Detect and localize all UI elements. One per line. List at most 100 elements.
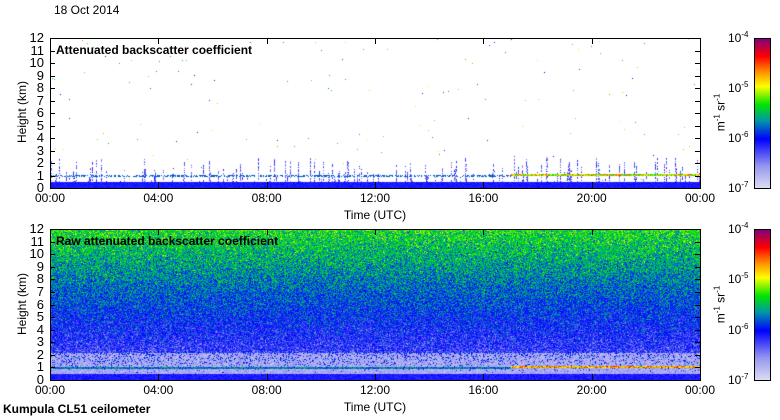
y-tick-mark [50,380,55,381]
x-tick-label: 00:00 [34,383,66,397]
x-tick-mark [50,374,51,380]
x-tick-label: 00:00 [684,383,716,397]
y-tick-mark [695,138,700,139]
x-tick-mark [266,374,268,380]
y-tick-label: 8 [36,80,44,95]
y-tick-label: 5 [36,309,44,325]
y-tick-label: 0 [36,180,44,195]
y-tick-label: 1 [36,167,44,183]
y-tick-mark [695,163,700,164]
x-tick-label: 12:00 [359,383,391,397]
y-tick-label: 10 [29,55,44,70]
x-tick-label: 04:00 [143,191,174,205]
y-tick-mark [695,229,700,230]
y-tick-label: 4 [36,130,44,145]
y-tick-mark [50,50,55,52]
y-tick-mark [695,150,700,152]
y-tick-label: 0 [36,372,44,387]
y-tick-label: 11 [30,233,45,249]
x-tick-mark [266,229,268,235]
y-tick-mark [695,125,700,127]
colorbar-tick-label: 10-6 [728,322,748,337]
backscatter-heatmap [50,38,700,188]
y-tick-label: 12 [29,221,44,236]
y-tick-mark [695,50,700,52]
y-tick-mark [695,63,700,64]
colorbar-tick-label: 10-7 [728,372,748,387]
colorbar-tick-exponent: -6 [741,130,749,139]
colorbar-tick-exponent: -7 [741,372,749,381]
y-tick-mark [695,175,700,177]
y-tick-mark [695,354,700,356]
x-tick-label: 04:00 [143,383,174,397]
colorbar-tick-base: 10 [728,373,742,387]
y-tick-mark [50,88,55,89]
y-tick-mark [50,175,55,177]
y-tick-mark [50,254,55,256]
y-tick-mark [695,279,700,281]
y-tick-mark [695,329,700,331]
y-tick-mark [50,113,55,114]
x-axis-label: Time (UTC) [343,400,407,414]
colorbar-tick-exponent: -7 [741,180,749,189]
y-tick-mark [50,100,55,102]
colorbar-tick-label: 10-6 [728,130,748,145]
y-tick-mark [50,329,55,331]
x-tick-mark [158,182,160,188]
y-tick-mark [50,241,55,243]
y-tick-mark [50,367,55,369]
colorbar-unit-label: m-1 sr-1 [713,83,728,143]
date-label: 18 Oct 2014 [54,3,120,17]
y-tick-label: 1 [36,359,44,375]
x-tick-mark [591,38,593,44]
colorbar-tick-base: 10 [728,222,742,236]
y-tick-label: 10 [29,246,44,262]
colorbar-tick-base: 10 [728,322,742,337]
x-tick-label: 16:00 [468,383,499,397]
y-tick-mark [50,342,55,344]
y-tick-mark [695,75,700,77]
x-tick-mark [375,374,376,380]
y-tick-mark [695,342,700,344]
y-tick-mark [50,63,55,64]
x-tick-mark [50,38,51,44]
y-tick-mark [50,38,55,39]
y-tick-mark [50,150,55,152]
plot-frame [50,38,701,189]
x-tick-label: 16:00 [468,191,499,205]
y-tick-mark [695,266,700,268]
y-tick-label: 8 [36,271,44,287]
x-tick-mark [483,38,485,44]
x-tick-mark [700,38,701,44]
colorbar-tick-label: 10-5 [728,80,748,95]
footer-label: Kumpula CL51 ceilometer [3,402,151,416]
y-tick-label: 6 [36,105,44,120]
y-tick-mark [695,317,700,319]
colorbar-tick-base: 10 [728,31,742,45]
x-tick-mark [591,374,593,380]
y-tick-label: 5 [36,117,44,133]
colorbar-tick-base: 10 [728,181,742,195]
y-tick-mark [695,188,700,189]
x-tick-label: 08:00 [251,191,282,205]
unit-part: -1 [712,285,722,293]
y-tick-mark [695,367,700,369]
colorbar-frame [754,229,771,381]
raw-backscatter-heatmap [50,229,700,380]
y-tick-mark [695,100,700,102]
y-tick-label: 3 [36,334,44,350]
x-tick-mark [700,374,701,380]
y-tick-label: 3 [36,142,44,158]
y-tick-label: 7 [36,283,44,299]
colorbar-tick-exponent: -4 [741,30,749,39]
x-tick-mark [591,229,593,235]
y-tick-mark [695,241,700,243]
unit-part: -1 [712,114,722,122]
y-tick-label: 2 [36,155,44,170]
x-axis-label: Time (UTC) [343,208,407,222]
y-tick-label: 7 [36,92,44,108]
unit-part: sr [713,292,728,306]
y-tick-label: 11 [30,42,45,58]
x-tick-mark [700,182,701,188]
